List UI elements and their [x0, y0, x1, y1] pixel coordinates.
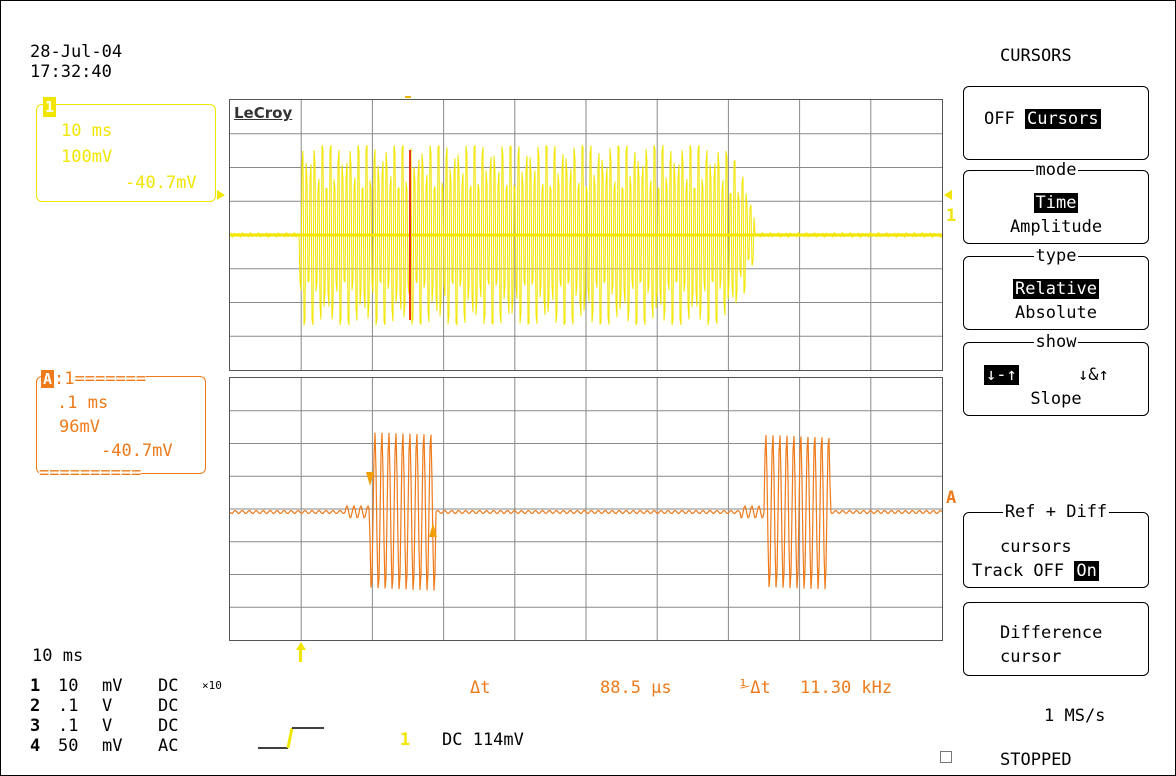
trigger-source: 1 [400, 730, 411, 750]
difference-cursor-arrow [429, 523, 437, 537]
traceA-marker: A [946, 488, 957, 508]
ch1-offset-left-arrow [217, 190, 225, 200]
channel-coupling: DC [158, 716, 179, 736]
math-a-descriptor[interactable]: A:1======= .1 ms 96mV -40.7mV ========== [36, 369, 206, 483]
channel-volts: .1 [58, 716, 79, 736]
lower-graticule [229, 377, 943, 641]
track-on-option: On [1074, 561, 1099, 581]
channel-coupling: DC [158, 696, 179, 716]
channel-unit: mV [102, 736, 123, 756]
channel1-volts: 100mV [61, 147, 113, 167]
ch1-offset-right-arrow [944, 190, 952, 200]
upper-graticule: LeCroy [229, 99, 943, 371]
trigger-time-arrow-head [296, 642, 306, 650]
cursors-off-option: OFF [984, 109, 1015, 129]
channel-probe: ×10 [202, 679, 222, 692]
trace1-marker: 1 [946, 206, 957, 226]
ref-diff-track-button[interactable]: Ref + Diff cursors Track OFF On [963, 502, 1149, 588]
trigger-time-arrow-shaft [299, 650, 302, 662]
menu-title: CURSORS [1000, 46, 1072, 66]
math-a-volts: 96mV [59, 417, 100, 437]
ref-diff-title: Ref + Diff [1002, 502, 1110, 522]
channel-unit: V [102, 696, 113, 716]
channel-volts: 10 [58, 676, 79, 696]
mode-time-option: Time [1033, 193, 1079, 213]
lecroy-logo: LeCroy [232, 104, 295, 122]
track-off-option: Track OFF [972, 561, 1065, 581]
math-a-marker: A [41, 370, 55, 388]
channel-number: 2 [30, 696, 41, 716]
delta-t-label: Δt [470, 678, 491, 698]
lower-trace-area [230, 378, 942, 640]
date-label: 28-Jul-04 [30, 42, 123, 62]
channel1-offset: -40.7mV [125, 173, 197, 193]
sample-rate: 1 MS/s [1044, 706, 1106, 726]
show-slope-glyph-selected: ↓-↑ [984, 365, 1019, 385]
channel1-timebase: 10 ms [61, 121, 113, 141]
channel1-marker: 1 [43, 97, 57, 117]
type-button[interactable]: type Relative Absolute [963, 246, 1149, 330]
show-button[interactable]: show ↓-↑ ↓&↑ Slope [963, 332, 1149, 416]
acquisition-status: STOPPED [1000, 750, 1072, 770]
timebase-readout: 10 ms [32, 646, 84, 666]
channel-volts: .1 [58, 696, 79, 716]
trigger-position-tick [405, 96, 411, 98]
inverse-delta-t-label: ⅟Δt [740, 678, 771, 698]
trigger-coupling-level: DC 114mV [442, 730, 524, 750]
mode-title: mode [1033, 160, 1079, 180]
channel-number: 1 [30, 676, 41, 696]
math-a-waveform [230, 432, 942, 591]
difference-cursor-button[interactable]: Difference cursor [963, 602, 1149, 676]
upper-trace-area [230, 100, 942, 370]
time-label: 17:32:40 [30, 62, 112, 82]
math-a-bottom-rule: ========== [39, 463, 142, 483]
type-title: type [1033, 246, 1079, 266]
show-slope-glyph-other: ↓&↑ [1078, 365, 1109, 385]
math-a-source: :1======= [54, 369, 147, 389]
ref-diff-cursors-label: cursors [1000, 537, 1072, 557]
mode-button[interactable]: mode Time Amplitude [963, 160, 1149, 244]
difference-cursor-label: cursor [1000, 647, 1062, 667]
reference-cursor-arrow [366, 472, 374, 486]
mode-amplitude-option: Amplitude [1009, 217, 1103, 237]
frequency-value: 11.30 kHz [800, 678, 893, 698]
type-absolute-option: Absolute [1015, 303, 1097, 323]
cursors-onoff-button[interactable]: OFF Cursors [963, 86, 1149, 160]
channel-volts: 50 [58, 736, 79, 756]
math-a-offset: -40.7mV [101, 441, 173, 461]
show-title: show [1033, 332, 1079, 352]
math-a-timebase: .1 ms [57, 393, 109, 413]
channel-coupling: DC [158, 676, 179, 696]
channel-unit: V [102, 716, 113, 736]
acquisition-indicator-box [940, 751, 952, 763]
channel-number: 3 [30, 716, 41, 736]
cursors-on-option: Cursors [1024, 109, 1101, 129]
channel-coupling: AC [158, 736, 179, 756]
channel1-descriptor[interactable]: 1 10 ms 100mV -40.7mV [36, 97, 216, 202]
difference-label: Difference [1000, 623, 1103, 643]
math-a-title: A:1======= [41, 369, 147, 389]
delta-t-value: 88.5 μs [600, 678, 672, 698]
channel-unit: mV [102, 676, 123, 696]
trigger-slope-icon [258, 727, 324, 749]
channel-number: 4 [30, 736, 41, 756]
show-slope-label: Slope [1030, 389, 1082, 409]
type-relative-option: Relative [1013, 279, 1099, 299]
